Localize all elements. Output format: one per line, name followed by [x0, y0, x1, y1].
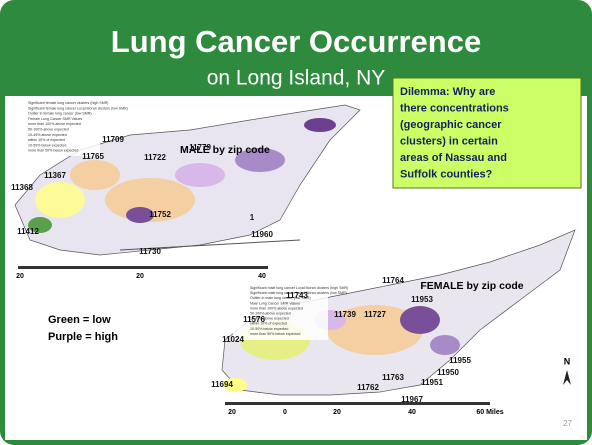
zip-label: 11368	[11, 183, 33, 192]
zip-label: 11024	[222, 335, 244, 344]
zip-label: 1	[250, 213, 255, 222]
zip-label: 11765	[82, 152, 104, 161]
zip-label: 11576	[243, 315, 265, 324]
legend-text: Significant female lung cancer clusters …	[28, 101, 109, 105]
callout-line: clusters) in certain	[400, 135, 498, 147]
zip-label: 11730	[139, 247, 161, 256]
scale-label: 60 Miles	[476, 409, 503, 416]
slide-number: 27	[563, 419, 572, 428]
zip-label: 11722	[144, 153, 166, 162]
legend-text: 10-50% below expected	[250, 327, 288, 331]
legend-text: 50-100% above expected	[28, 127, 69, 131]
legend-text: more than 100% above expected	[28, 122, 81, 126]
legend-text: Female Lung Cancer SMR Values	[28, 117, 82, 121]
zip-label: 11739	[334, 310, 356, 319]
key-text: Purple = high	[48, 331, 118, 343]
zip-label: 11951	[421, 378, 443, 387]
callout-line: Suffolk counties?	[400, 168, 493, 180]
callout-line: Dilemma: Why are	[400, 86, 495, 98]
subtitle: on Long Island, NY	[207, 67, 386, 90]
zip-label: 11763	[382, 373, 404, 382]
zip-label: 11955	[449, 356, 471, 365]
callout-line: (geographic cancer	[400, 119, 502, 131]
zip-label: 11727	[364, 310, 386, 319]
legend-text: Significant female lung cancer Local Mor…	[28, 106, 128, 110]
zip-label: 11367	[44, 171, 66, 180]
scale-label: 0	[283, 409, 287, 416]
scale-label: 40	[408, 409, 416, 416]
map-label: FEMALE by zip code	[420, 280, 523, 292]
zip-label: 11752	[149, 210, 171, 219]
zip-label: 11960	[251, 230, 273, 239]
zip-label: 11779	[189, 143, 211, 152]
key-text: Green = low	[48, 314, 111, 326]
legend-text: Male Lung Cancer SMR Values	[250, 301, 300, 305]
legend-text: 10-49% above expected	[28, 133, 67, 137]
legend-text: 10-50% below expected	[28, 143, 66, 147]
zip-label: 11709	[102, 135, 124, 144]
zip-label: 11412	[17, 227, 39, 236]
scale-label: 20	[136, 273, 144, 280]
scale-label: 20	[16, 273, 24, 280]
north-label: N	[564, 356, 571, 366]
zip-label: 11762	[357, 383, 379, 392]
zip-label: 11764	[382, 276, 404, 285]
zip-label: 11743	[286, 291, 308, 300]
zip-label: 11950	[437, 368, 459, 377]
callout-line: there concentrations	[400, 102, 509, 114]
zip-label: 11967	[401, 395, 423, 404]
scale-label: 40	[258, 273, 266, 280]
legend-text: Outlier in female lung cancer (low SMR)	[28, 112, 92, 116]
legend-text: more than 50% below expected	[28, 149, 78, 153]
callout-line: areas of Nassau and	[400, 152, 507, 164]
legend-text: more than 50% below expected	[250, 332, 300, 336]
slide: Lung Cancer Occurrence on Long Island, N…	[0, 0, 592, 445]
legend-text: more than 100% above expected	[250, 306, 303, 310]
scale-label: 20	[333, 409, 341, 416]
legend-text: Significant male lung cancer Local Moran…	[250, 286, 348, 290]
title: Lung Cancer Occurrence	[111, 24, 481, 59]
zip-label: 11953	[411, 295, 433, 304]
zip-label: 11694	[211, 380, 233, 389]
legend-text: within 10% of expected	[28, 138, 65, 142]
scale-label: 20	[228, 409, 236, 416]
